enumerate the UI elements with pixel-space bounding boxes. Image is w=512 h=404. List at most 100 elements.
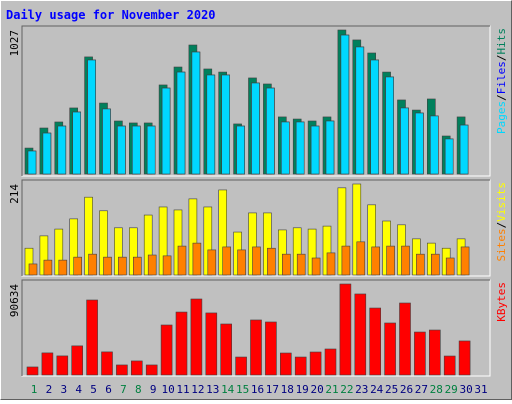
- bar: [103, 256, 112, 276]
- x-tick-label: 21: [325, 383, 338, 396]
- legend: Sites/Visits: [495, 182, 508, 262]
- x-tick-label: 27: [415, 383, 428, 396]
- y-tick-label: 1027: [8, 30, 21, 57]
- x-tick-label: 3: [60, 383, 67, 396]
- bar: [371, 246, 381, 276]
- bar: [267, 247, 276, 276]
- x-tick-label: 26: [400, 383, 413, 396]
- bar: [252, 246, 261, 276]
- bar: [369, 307, 382, 376]
- x-tick-label: 4: [75, 383, 82, 396]
- bar: [86, 299, 98, 376]
- bar: [414, 331, 426, 376]
- bar: [459, 124, 469, 175]
- legend-label: Visits: [495, 182, 508, 222]
- bar: [235, 356, 247, 376]
- bar: [281, 253, 291, 276]
- bar: [190, 298, 203, 376]
- bar: [56, 355, 69, 376]
- x-tick-label: 16: [251, 383, 264, 396]
- bar: [445, 257, 455, 276]
- legend: KBytes: [495, 282, 508, 322]
- bar: [370, 59, 380, 175]
- bar: [41, 352, 54, 376]
- bar: [384, 322, 396, 376]
- bar: [131, 360, 143, 376]
- bar: [220, 323, 232, 376]
- bar: [72, 111, 81, 175]
- bar: [428, 329, 441, 376]
- x-tick-label: 8: [135, 383, 142, 396]
- legend-label: Pages: [495, 101, 508, 134]
- bar: [311, 257, 321, 276]
- bar: [28, 263, 38, 276]
- plot-shadow: [21, 179, 490, 276]
- bar: [191, 51, 201, 175]
- legend-separator: /: [495, 222, 508, 229]
- bar: [71, 345, 83, 376]
- bar: [294, 356, 307, 376]
- x-tick-label: 15: [236, 383, 249, 396]
- x-tick-label: 29: [445, 383, 458, 396]
- bar: [430, 253, 440, 276]
- bar: [175, 311, 188, 376]
- x-tick-label: 2: [46, 383, 53, 396]
- bar: [116, 364, 128, 376]
- bar: [132, 125, 141, 175]
- bar: [87, 59, 96, 175]
- legend-label: Files: [495, 61, 508, 94]
- x-tick-label: 23: [355, 383, 368, 396]
- bar: [206, 74, 216, 175]
- bar: [385, 76, 394, 175]
- bar: [177, 245, 187, 276]
- bar: [145, 364, 158, 376]
- x-tick-label: 10: [161, 383, 174, 396]
- bar: [295, 121, 305, 175]
- x-tick-label: 14: [221, 383, 235, 396]
- bar: [251, 82, 260, 175]
- legend-label: Sites: [495, 228, 508, 261]
- bar: [309, 351, 322, 376]
- x-tick-label: 30: [459, 383, 472, 396]
- x-tick-label: 6: [105, 383, 112, 396]
- x-tick-label: 9: [150, 383, 157, 396]
- bar: [415, 112, 424, 175]
- bar: [386, 245, 395, 276]
- plot-shadow: [21, 25, 490, 176]
- bar: [133, 256, 142, 276]
- bar: [162, 255, 172, 276]
- bar: [325, 120, 335, 175]
- x-tick-label: 12: [191, 383, 204, 396]
- bar: [118, 256, 127, 276]
- x-tick-label: 13: [206, 383, 219, 396]
- x-tick-label: 19: [296, 383, 309, 396]
- bar: [429, 115, 439, 175]
- bar: [236, 125, 245, 175]
- bar: [88, 253, 97, 276]
- bar: [460, 246, 470, 276]
- bar: [205, 312, 218, 376]
- x-tick-label: 7: [120, 383, 127, 396]
- x-tick-label: 5: [90, 383, 97, 396]
- bar: [280, 121, 290, 175]
- legend-separator: /: [495, 94, 508, 101]
- bar: [250, 319, 262, 376]
- x-tick-label: 18: [281, 383, 294, 396]
- bar: [58, 259, 68, 276]
- bar: [147, 254, 157, 276]
- bar: [356, 241, 366, 276]
- plot-shadow: [21, 279, 490, 376]
- legend-separator: /: [495, 55, 508, 62]
- legend-label: Hits: [495, 28, 508, 55]
- bar: [207, 249, 217, 276]
- bar: [57, 125, 67, 175]
- bar: [310, 125, 320, 175]
- x-tick-label: 11: [176, 383, 189, 396]
- x-tick-label: 25: [385, 383, 398, 396]
- bar: [355, 46, 365, 175]
- x-tick-label: 28: [430, 383, 443, 396]
- bar: [146, 125, 156, 175]
- bar: [339, 283, 352, 376]
- bar: [102, 108, 111, 175]
- bar: [324, 348, 337, 376]
